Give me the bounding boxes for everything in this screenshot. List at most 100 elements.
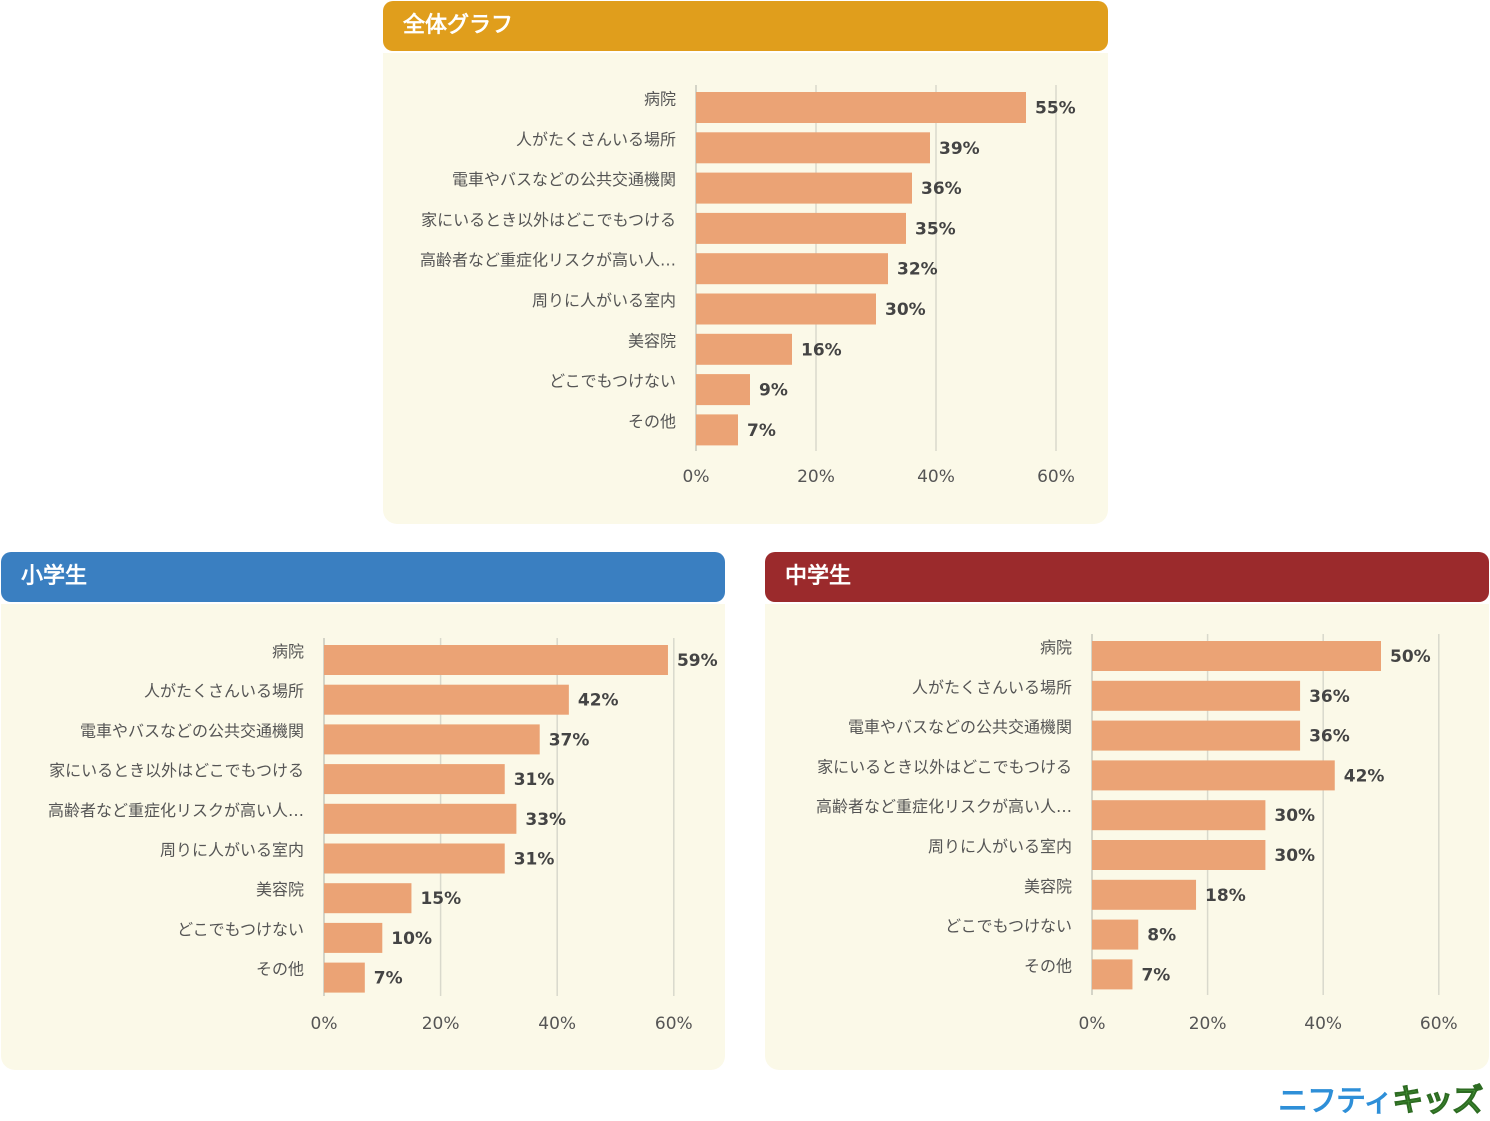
bar: [696, 374, 750, 406]
bar: [324, 803, 517, 834]
category-label: どこでもつけない: [177, 920, 304, 939]
chart-panel-overall: 全体グラフ 0% 20% 40% 60% 病院 55% 人がたくさんいる場所 39% 電車やバス…: [383, 1, 1108, 524]
category-label: 人がたくさんいる場所: [144, 682, 304, 701]
category-label: 病院: [1040, 638, 1072, 657]
bar: [696, 172, 912, 204]
bar: [1092, 760, 1335, 791]
bar: [324, 684, 569, 715]
bar: [696, 92, 1026, 123]
bar: [1092, 720, 1301, 751]
category-label: 家にいるとき以外はどこでもつける: [49, 761, 304, 780]
category-label: 電車やバスなどの公共交通機関: [80, 721, 304, 740]
data-label: 36%: [1309, 727, 1350, 747]
bar: [696, 132, 930, 164]
category-label: 周りに人がいる室内: [160, 841, 304, 860]
category-label: 病院: [644, 90, 676, 109]
data-label: 18%: [1205, 886, 1246, 906]
chart-panel-elementary: 小学生 0% 20% 40% 60% 病院 59% 人がたくさんいる場所 42% 電車やバスなど…: [1, 552, 725, 1070]
category-label: 美容院: [628, 331, 676, 350]
bar: [324, 724, 540, 755]
data-label: 30%: [1274, 806, 1315, 826]
data-label: 33%: [525, 810, 566, 830]
bar: [1092, 800, 1266, 831]
x-tick-label: 20%: [1189, 1014, 1227, 1034]
bar: [696, 212, 906, 244]
panel-title: 小学生: [1, 552, 725, 602]
data-label: 9%: [759, 381, 788, 401]
x-tick-label: 0%: [311, 1014, 338, 1034]
category-label: どこでもつけない: [945, 917, 1072, 936]
data-label: 42%: [1344, 766, 1385, 786]
bar: [324, 764, 505, 795]
data-label: 50%: [1390, 647, 1431, 667]
bar: [696, 253, 888, 285]
bar: [696, 333, 792, 365]
category-label: 美容院: [1024, 877, 1072, 896]
panel-body: [383, 53, 1108, 524]
data-label: 16%: [801, 340, 842, 360]
data-label: 37%: [549, 730, 590, 750]
category-label: 人がたくさんいる場所: [912, 678, 1072, 697]
x-tick-label: 60%: [1037, 467, 1075, 487]
data-label: 55%: [1035, 99, 1076, 119]
bar: [324, 843, 505, 874]
category-label: 周りに人がいる室内: [532, 291, 676, 310]
bar: [324, 922, 383, 953]
data-label: 36%: [921, 179, 962, 199]
category-label: 高齢者など重症化リスクが高い人…: [816, 797, 1072, 816]
bar: [324, 645, 668, 675]
category-label: 家にいるとき以外はどこでもつける: [421, 210, 676, 229]
bar: [1092, 641, 1381, 671]
data-label: 59%: [677, 651, 718, 671]
x-tick-label: 0%: [683, 467, 710, 487]
bar: [1092, 680, 1301, 711]
category-label: 電車やバスなどの公共交通機関: [452, 170, 676, 189]
bar: [1092, 959, 1133, 990]
category-label: 周りに人がいる室内: [928, 837, 1072, 856]
data-label: 39%: [939, 139, 980, 159]
x-tick-label: 40%: [917, 467, 955, 487]
bar-chart-overall: 0% 20% 40% 60% 病院 55% 人がたくさんいる場所 39% 電車やバスなどの公共交…: [420, 85, 1076, 487]
x-tick-label: 40%: [538, 1014, 576, 1034]
category-label: 美容院: [256, 880, 304, 899]
data-label: 7%: [747, 421, 776, 441]
category-label: その他: [628, 412, 676, 431]
bar: [1092, 919, 1139, 950]
x-tick-label: 60%: [655, 1014, 693, 1034]
data-label: 10%: [391, 929, 432, 949]
bar: [696, 414, 738, 446]
logo-text-nifty: ニフティ: [1278, 1084, 1393, 1119]
category-label: 人がたくさんいる場所: [516, 130, 676, 149]
chart-panel-middle: 中学生 0% 20% 40% 60% 病院 50% 人がたくさんいる場所 36% 電車やバスなど…: [765, 552, 1489, 1070]
category-label: どこでもつけない: [549, 372, 676, 391]
x-tick-label: 20%: [422, 1014, 460, 1034]
data-label: 7%: [1141, 965, 1170, 985]
logo-text-kids: キッズ: [1392, 1083, 1484, 1120]
data-label: 35%: [915, 219, 956, 239]
data-label: 30%: [885, 300, 926, 320]
x-tick-label: 40%: [1304, 1014, 1342, 1034]
data-label: 32%: [897, 260, 938, 280]
x-tick-label: 20%: [797, 467, 835, 487]
category-label: その他: [256, 960, 304, 979]
x-tick-label: 60%: [1420, 1014, 1458, 1034]
category-label: 家にいるとき以外はどこでもつける: [817, 757, 1072, 776]
bar: [1092, 840, 1266, 870]
category-label: 高齢者など重症化リスクが高い人…: [48, 801, 304, 820]
category-label: 病院: [272, 642, 304, 661]
category-label: 電車やバスなどの公共交通機関: [848, 718, 1072, 737]
data-label: 8%: [1147, 926, 1176, 946]
panel-title: 全体グラフ: [383, 1, 1108, 51]
bar: [324, 883, 412, 914]
data-label: 7%: [374, 969, 403, 989]
x-tick-label: 0%: [1079, 1014, 1106, 1034]
data-label: 30%: [1274, 846, 1315, 866]
data-label: 31%: [514, 850, 555, 870]
bar: [1092, 879, 1197, 910]
data-label: 36%: [1309, 687, 1350, 707]
bar-chart-elementary: 0% 20% 40% 60% 病院 59% 人がたくさんいる場所 42% 電車やバスなどの公共交…: [48, 638, 718, 1034]
panel-title: 中学生: [765, 552, 1489, 602]
data-label: 15%: [420, 889, 461, 909]
bar-chart-middle: 0% 20% 40% 60% 病院 50% 人がたくさんいる場所 36% 電車やバスなどの公共交…: [816, 634, 1458, 1034]
category-label: 高齢者など重症化リスクが高い人…: [420, 251, 676, 270]
